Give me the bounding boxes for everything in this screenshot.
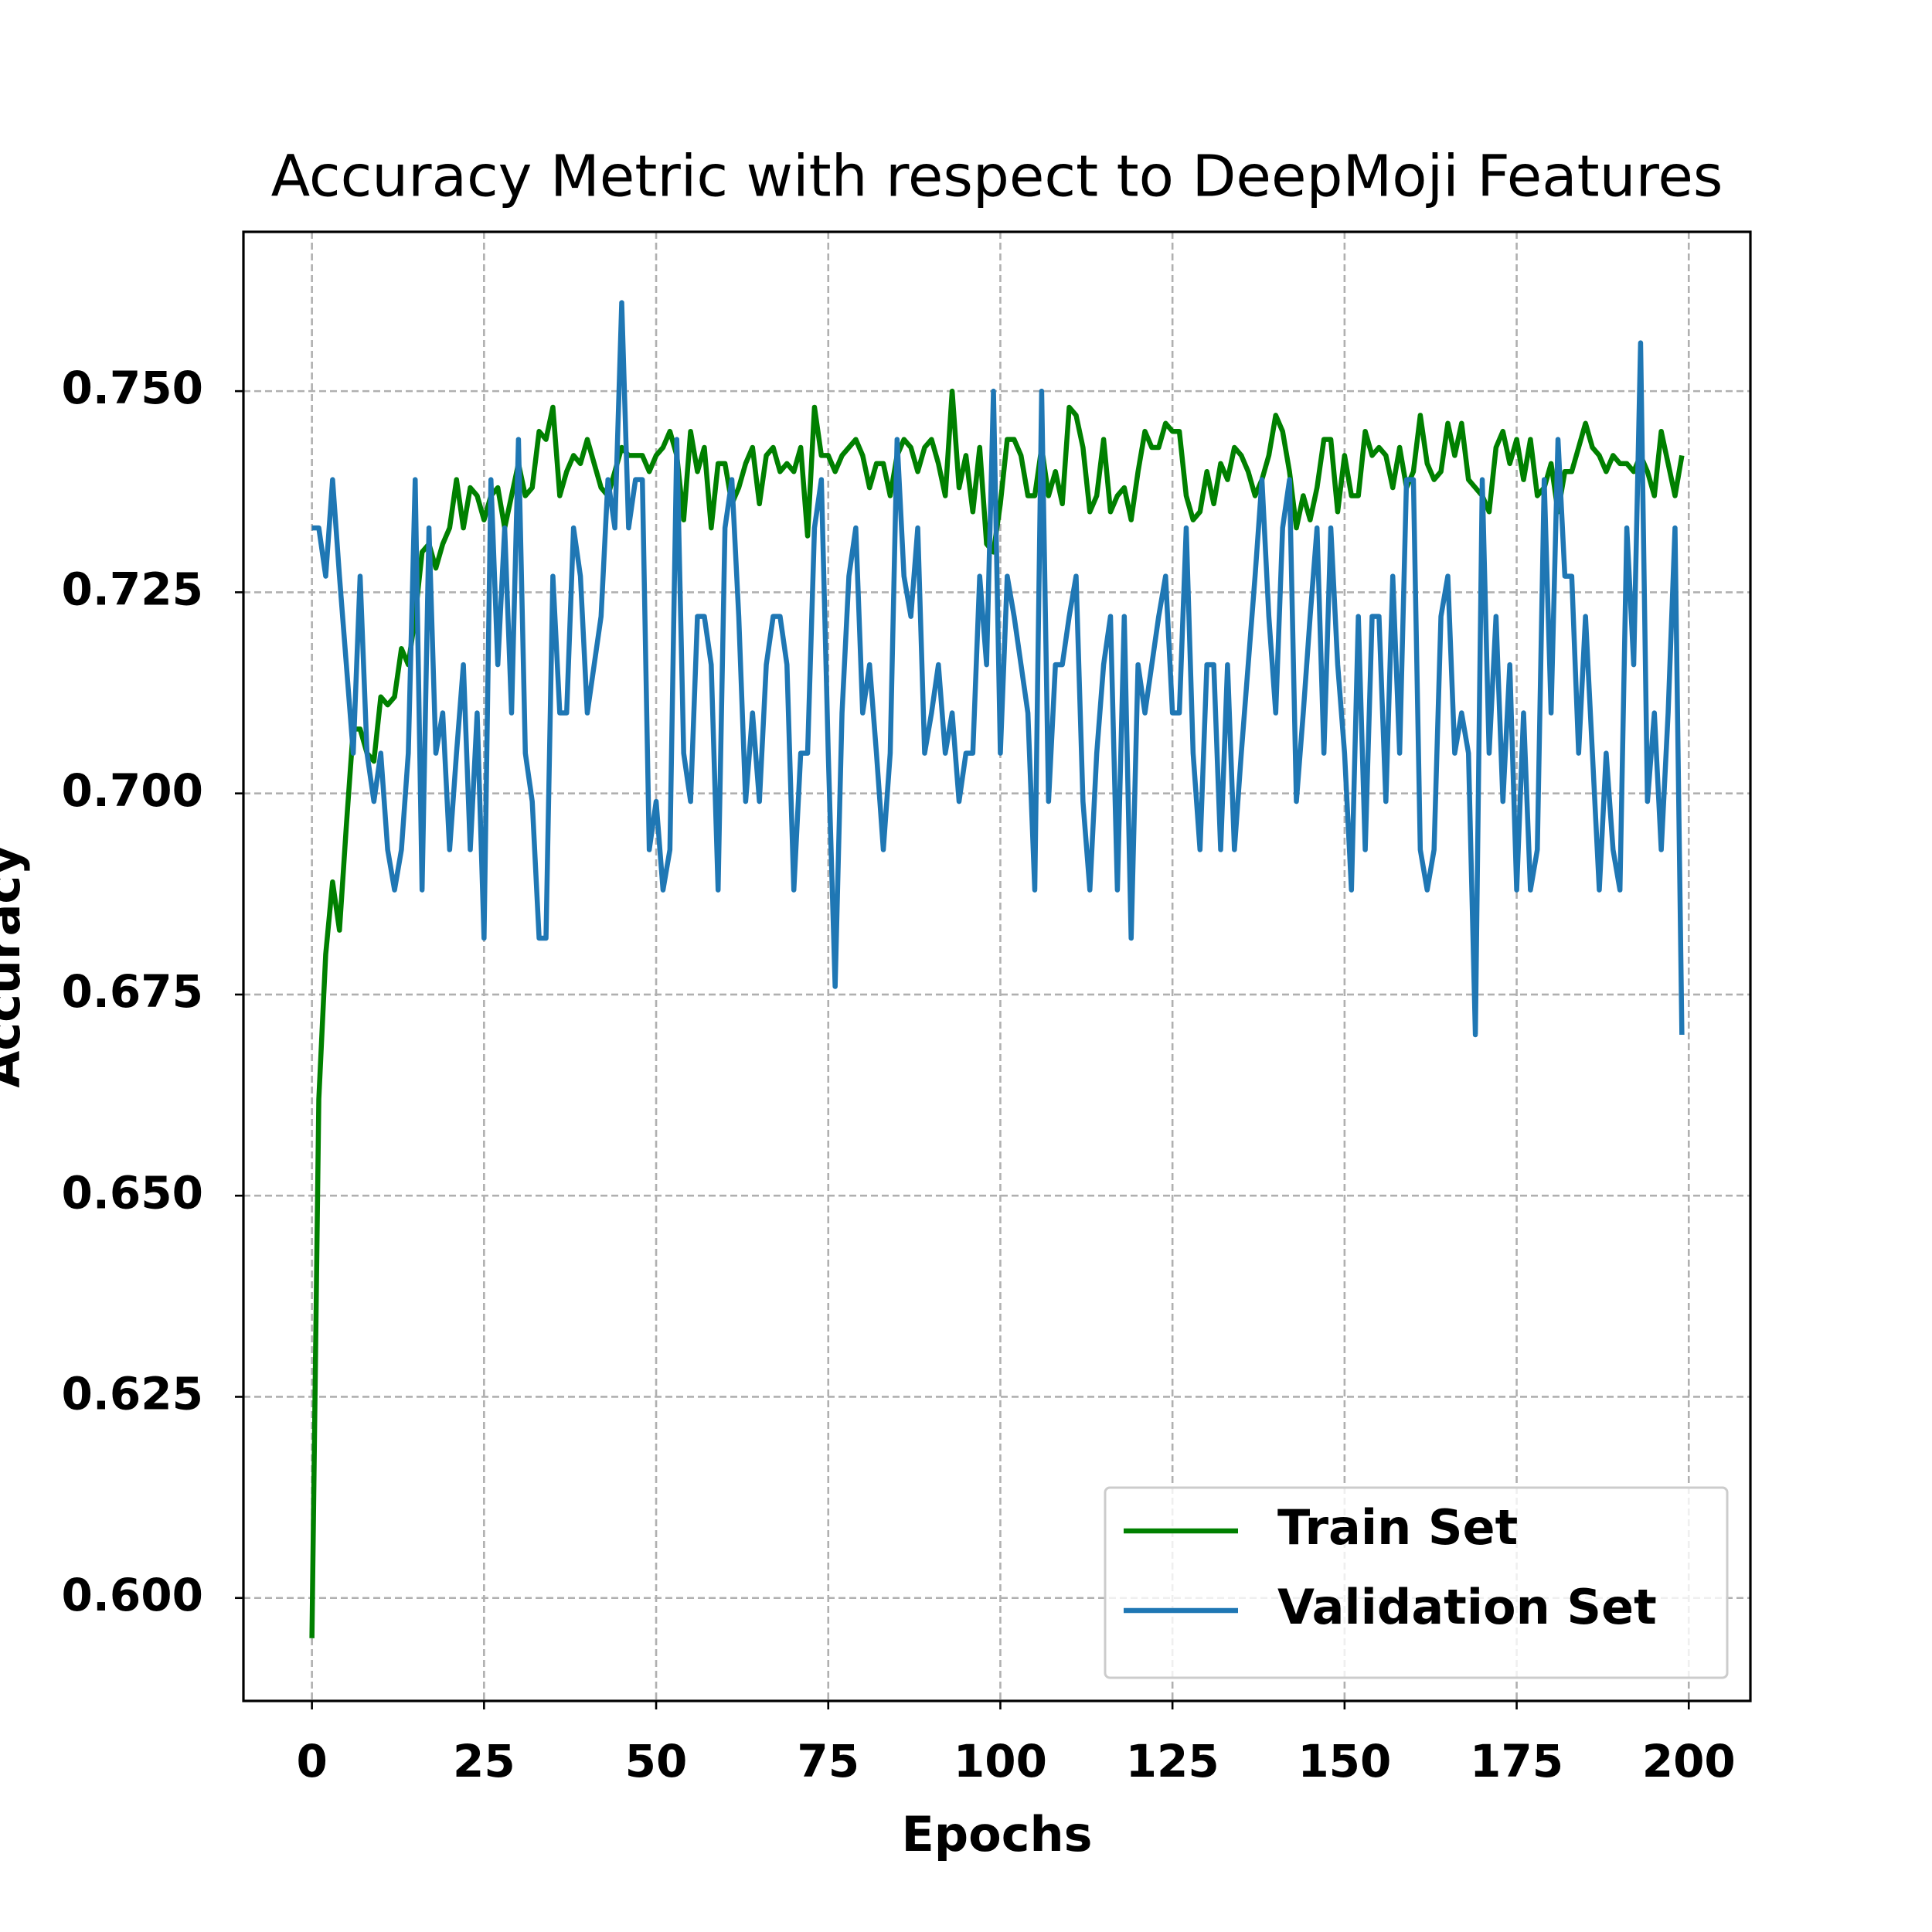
x-tick-label: 200 (1642, 1735, 1736, 1787)
legend-label: Validation Set (1277, 1579, 1657, 1635)
x-tick-label: 0 (296, 1735, 327, 1787)
x-tick-label: 100 (954, 1735, 1047, 1787)
x-tick-label: 75 (797, 1735, 859, 1787)
x-tick-label: 50 (625, 1735, 688, 1787)
legend-box (1104, 1486, 1729, 1679)
y-tick-label: 0.750 (62, 362, 203, 414)
x-axis-label: Epochs (901, 1806, 1092, 1862)
y-tick-label: 0.625 (62, 1368, 203, 1420)
x-tick-label: 150 (1298, 1735, 1391, 1787)
y-axis-label: Accuracy (0, 844, 31, 1087)
data-line (311, 300, 1685, 1038)
y-tick-label: 0.725 (62, 563, 203, 616)
y-tick-label: 0.600 (62, 1569, 203, 1621)
x-tick-label: 125 (1126, 1735, 1219, 1787)
y-tick-label: 0.675 (62, 965, 203, 1018)
legend-label: Train Set (1277, 1499, 1518, 1556)
chart-title: Accuracy Metric with respect to DeepMoji… (271, 144, 1723, 210)
y-tick-label: 0.650 (62, 1166, 203, 1219)
plot-frame (242, 230, 1752, 1702)
x-tick-label: 25 (453, 1735, 515, 1787)
x-tick-label: 175 (1470, 1735, 1563, 1787)
y-tick-label: 0.700 (62, 764, 203, 817)
